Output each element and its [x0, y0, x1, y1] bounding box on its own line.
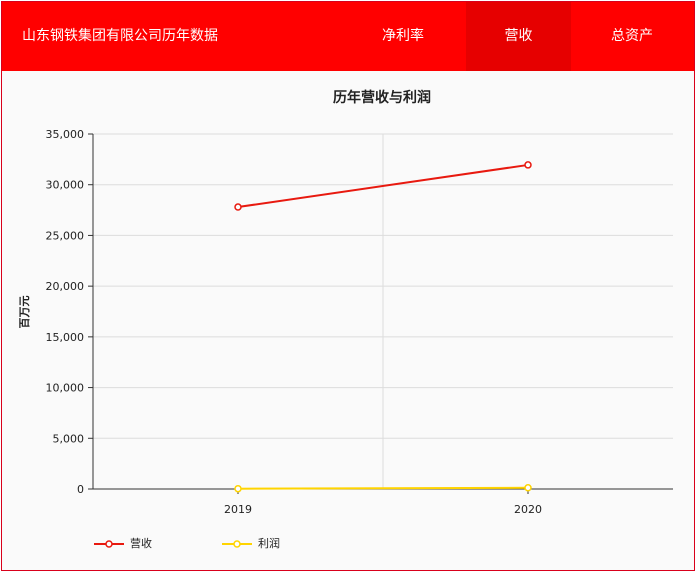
y-tick-label: 25,000 — [46, 229, 85, 242]
legend-label-revenue: 营收 — [130, 537, 152, 550]
legend-marker-revenue — [94, 540, 124, 548]
header-bar: 山东钢铁集团有限公司历年数据 净利率 营收 总资产 — [2, 2, 694, 71]
line-chart: 历年营收与利润 百万元 0 5,000 10,000 15,000 20,000 25,0… — [18, 89, 673, 516]
legend-label-profit: 利润 — [258, 537, 280, 550]
x-tick-label: 2019 — [224, 503, 252, 516]
data-point-revenue[interactable] — [524, 161, 532, 169]
series — [234, 161, 532, 493]
data-point-profit[interactable] — [234, 484, 242, 493]
y-tick-label: 0 — [77, 483, 84, 496]
data-point-profit[interactable] — [524, 484, 532, 492]
chart-title: 历年营收与利润 — [333, 89, 431, 106]
x-tick-label: 2020 — [514, 503, 542, 516]
y-tick-label: 20,000 — [46, 280, 85, 293]
grid — [93, 133, 673, 489]
y-axis-label: 百万元 — [18, 296, 31, 329]
tab-total-assets[interactable]: 总资产 — [611, 28, 653, 44]
page-title: 山东钢铁集团有限公司历年数据 — [22, 28, 218, 44]
y-tick-label: 30,000 — [46, 179, 85, 192]
y-tick-label: 5,000 — [53, 432, 85, 445]
legend-marker-profit — [222, 540, 252, 548]
y-tick-label: 15,000 — [46, 331, 85, 344]
legend-item-revenue[interactable]: 营收 — [92, 532, 182, 556]
tab-net-profit-rate[interactable]: 净利率 — [382, 28, 424, 44]
series-line-profit — [237, 486, 529, 490]
series-line-revenue — [237, 163, 529, 209]
axes: 0 5,000 10,000 15,000 20,000 25,000 30,000 35,0… — [46, 128, 673, 516]
legend-item-profit[interactable]: 利润 — [220, 532, 310, 556]
y-tick-label: 35,000 — [46, 128, 85, 141]
data-point-revenue[interactable] — [234, 203, 242, 211]
y-tick-label: 10,000 — [46, 382, 85, 395]
tab-revenue[interactable]: 营收 — [466, 2, 571, 71]
